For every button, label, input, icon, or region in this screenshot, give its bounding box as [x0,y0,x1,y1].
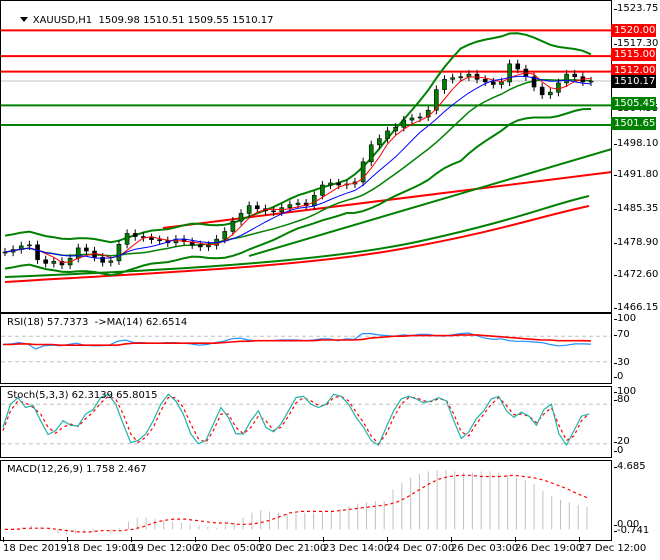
rsi-tick: 70 [614,329,630,340]
time-tick [67,537,68,542]
rsi-tick: 100 [613,313,637,324]
price-tick: 1485.35 [613,203,659,214]
time-label: 18 Dec 19:00 [67,543,135,554]
stoch-tick: 100 [613,386,637,397]
price-tick: 1517.30 [613,38,659,49]
time-axis: 18 Dec 2019 18 Dec 19:00 19 Dec 12:00 20… [0,537,660,560]
rsi-plot [1,332,612,363]
resistance-label-1512: 1512.00 [611,64,656,77]
time-tick [323,537,324,542]
time-label: 18 Dec 2019 [3,543,67,554]
stoch-tick: 0 [613,445,624,456]
macd-tick: 4.685 [614,461,646,472]
open-value: 1509.98 [98,15,140,26]
macd-axis: 4.685 0.00 -0.741 [611,460,660,541]
time-label: 27 Dec 12:00 [579,543,647,554]
low-value: 1509.55 [187,15,229,26]
time-label: 23 Dec 14:00 [323,543,391,554]
stochastic-axis: 100 80 20 0 [611,386,660,458]
close-value: 1510.17 [232,15,274,26]
rsi-tick: 0 [613,371,624,382]
time-tick [131,537,132,542]
rsi-pane[interactable]: RSI(18) 57.7373 ->MA(14) 62.6514 [0,313,612,384]
high-value: 1510.51 [143,15,185,26]
stochastic-plot [1,393,612,447]
time-label: 20 Dec 05:00 [195,543,263,554]
macd-tick: 0.00 [613,519,640,530]
time-tick [451,537,452,542]
macd-pane[interactable]: MACD(12,26,9) 1.758 2.467 [0,460,611,541]
stoch-tick: 80 [614,394,630,405]
time-label: 20 Dec 21:00 [259,543,327,554]
time-tick [195,537,196,542]
time-label: 26 Dec 19:00 [515,543,583,554]
time-tick [3,537,4,542]
time-label: 19 Dec 12:00 [131,543,199,554]
macd-tick: -0.741 [613,525,650,536]
price-tick: 1472.60 [613,269,659,280]
triangle-down-icon[interactable] [19,17,28,22]
rsi-tick: 30 [614,357,630,368]
stochastic-title: Stoch(5,3,3) 62.3139 65.8015 [7,390,158,401]
price-chart-pane[interactable]: XAUUSD,H1 1509.98 1510.51 1509.55 1510.1… [0,0,612,313]
price-axis: 1523.75 1517.30 1504.55 1498.10 1491.80 … [611,0,660,313]
resistance-label-1515: 1515.00 [611,48,656,61]
symbol-label: XAUUSD,H1 [32,15,93,26]
rsi-axis: 100 70 30 0 [611,313,660,384]
support-label-1505: 1505.45 [611,97,656,110]
macd-title: MACD(12,26,9) 1.758 2.467 [7,464,147,475]
stoch-tick: 20 [614,436,630,447]
price-tick: 1523.75 [613,3,659,14]
resistance-label-1520: 1520.00 [611,24,656,37]
price-plot [1,29,612,283]
macd-plot [4,470,588,535]
price-tick: 1466.15 [613,302,659,313]
price-tick: 1478.90 [613,237,659,248]
current-price-label: 1510.17 [611,75,656,88]
support-label-1501: 1501.65 [611,117,656,130]
time-label: 24 Dec 07:00 [387,543,455,554]
stochastic-pane[interactable]: Stoch(5,3,3) 62.3139 65.8015 [0,386,612,458]
chart-header: XAUUSD,H1 1509.98 1510.51 1509.55 1510.1… [7,4,274,37]
time-label: 26 Dec 03:00 [451,543,519,554]
time-tick [387,537,388,542]
time-tick [579,537,580,542]
time-tick [259,537,260,542]
time-tick [515,537,516,542]
price-tick: 1498.10 [613,138,659,149]
rsi-title: RSI(18) 57.7373 ->MA(14) 62.6514 [7,317,188,328]
price-tick: 1491.80 [613,169,659,180]
